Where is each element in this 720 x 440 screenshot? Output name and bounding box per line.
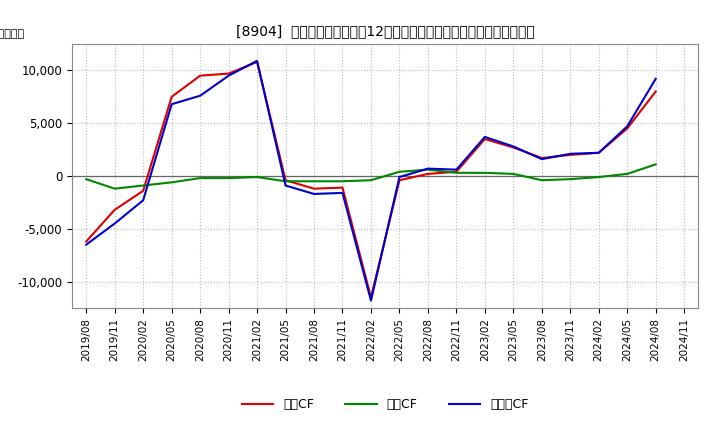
フリーCF (196, 93, 204, 99)
投賃CF (395, 169, 404, 174)
営業CF (423, 171, 432, 176)
投賃CF (110, 186, 119, 191)
営業CF (566, 152, 575, 158)
営業CF (225, 71, 233, 76)
フリーCF (423, 166, 432, 171)
投賃CF (310, 179, 318, 184)
投賃CF (452, 170, 461, 176)
投賃CF (139, 183, 148, 188)
Line: 営業CF: 営業CF (86, 62, 656, 297)
Title: [8904]  キャッシュフローの12か月移動合計の対前年同期増減額の推移: [8904] キャッシュフローの12か月移動合計の対前年同期増減額の推移 (236, 25, 534, 39)
営業CF (480, 136, 489, 142)
投賃CF (82, 176, 91, 182)
フリーCF (566, 151, 575, 157)
営業CF (110, 207, 119, 213)
フリーCF (310, 191, 318, 197)
営業CF (310, 186, 318, 191)
営業CF (196, 73, 204, 78)
営業CF (167, 94, 176, 99)
フリーCF (652, 76, 660, 81)
フリーCF (537, 157, 546, 162)
Y-axis label: （百万円）: （百万円） (0, 29, 25, 39)
フリーCF (480, 134, 489, 139)
Line: フリーCF: フリーCF (86, 61, 656, 301)
フリーCF (366, 298, 375, 303)
営業CF (253, 59, 261, 65)
営業CF (623, 126, 631, 131)
フリーCF (253, 58, 261, 63)
営業CF (509, 145, 518, 150)
投賃CF (480, 170, 489, 176)
営業CF (452, 169, 461, 174)
投賃CF (253, 174, 261, 180)
営業CF (652, 89, 660, 94)
営業CF (366, 295, 375, 300)
フリーCF (82, 242, 91, 247)
フリーCF (139, 198, 148, 203)
投賃CF (652, 162, 660, 167)
フリーCF (282, 183, 290, 188)
フリーCF (623, 124, 631, 129)
フリーCF (509, 144, 518, 149)
営業CF (537, 155, 546, 161)
投賃CF (423, 167, 432, 172)
投賃CF (338, 179, 347, 184)
投賃CF (225, 176, 233, 181)
投賃CF (366, 178, 375, 183)
フリーCF (338, 190, 347, 195)
フリーCF (395, 174, 404, 180)
フリーCF (595, 150, 603, 155)
投賃CF (595, 174, 603, 180)
営業CF (395, 178, 404, 183)
投賃CF (196, 176, 204, 181)
営業CF (282, 178, 290, 183)
投賃CF (566, 176, 575, 182)
営業CF (82, 239, 91, 244)
フリーCF (452, 167, 461, 172)
投賃CF (509, 171, 518, 176)
フリーCF (167, 102, 176, 107)
Line: 投賃CF: 投賃CF (86, 165, 656, 189)
投賃CF (167, 180, 176, 185)
営業CF (595, 150, 603, 155)
投賃CF (537, 178, 546, 183)
フリーCF (110, 221, 119, 226)
フリーCF (225, 73, 233, 78)
投賃CF (282, 179, 290, 184)
営業CF (139, 188, 148, 194)
Legend: 営業CF, 投賃CF, フリーCF: 営業CF, 投賃CF, フリーCF (237, 393, 534, 416)
投賃CF (623, 171, 631, 176)
営業CF (338, 185, 347, 190)
